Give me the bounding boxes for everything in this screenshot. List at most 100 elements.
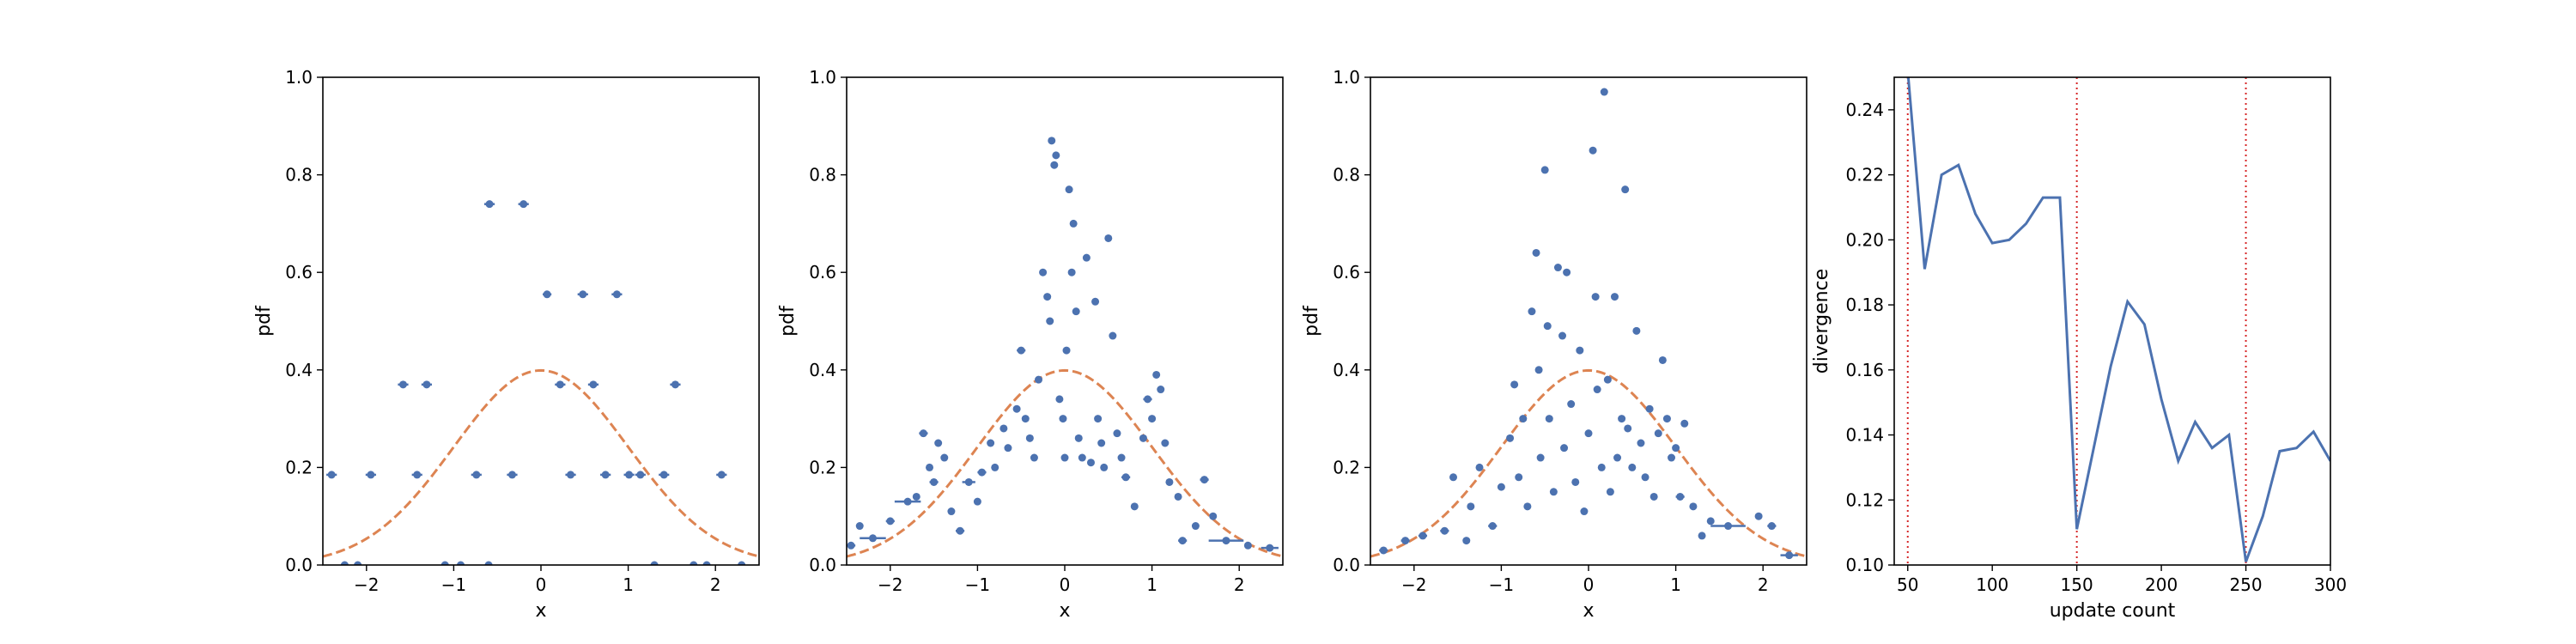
data-point bbox=[484, 561, 493, 565]
data-point bbox=[543, 290, 552, 299]
data-point bbox=[738, 561, 746, 565]
point-marker bbox=[1059, 415, 1067, 423]
point-marker bbox=[1534, 366, 1543, 374]
point-marker bbox=[340, 561, 349, 565]
data-point bbox=[1059, 415, 1067, 423]
data-point bbox=[1767, 522, 1777, 531]
point-marker bbox=[484, 561, 493, 565]
point-marker bbox=[1065, 185, 1073, 194]
point-marker bbox=[1191, 522, 1200, 531]
data-point bbox=[326, 471, 337, 479]
point-marker bbox=[1532, 248, 1540, 257]
data-point bbox=[635, 471, 646, 479]
point-marker bbox=[947, 507, 956, 516]
x-tick-label: −1 bbox=[965, 574, 990, 595]
point-marker bbox=[1178, 537, 1187, 545]
data-point bbox=[1078, 453, 1086, 462]
data-point bbox=[1662, 415, 1671, 423]
point-marker bbox=[1017, 346, 1025, 355]
point-marker bbox=[485, 200, 494, 209]
data-point bbox=[1072, 307, 1080, 316]
point-marker bbox=[1589, 146, 1597, 155]
data-point bbox=[1628, 463, 1637, 471]
data-point bbox=[1780, 551, 1798, 560]
point-marker bbox=[1209, 512, 1218, 520]
point-marker bbox=[1754, 512, 1763, 520]
data-point bbox=[483, 200, 495, 209]
point-marker bbox=[1174, 492, 1182, 501]
point-marker bbox=[1072, 307, 1080, 316]
point-marker bbox=[1048, 137, 1056, 145]
data-point bbox=[507, 471, 518, 479]
data-point bbox=[1074, 434, 1083, 442]
point-marker bbox=[1401, 537, 1410, 545]
y-tick-label: 0.2 bbox=[285, 457, 313, 477]
point-marker bbox=[1462, 537, 1471, 545]
point-marker bbox=[930, 477, 939, 486]
data-point bbox=[1418, 532, 1428, 540]
data-point bbox=[1576, 346, 1584, 355]
data-point bbox=[934, 439, 943, 447]
data-point bbox=[1052, 151, 1060, 160]
point-marker bbox=[1097, 439, 1106, 447]
data-point bbox=[1689, 502, 1698, 511]
plot-area bbox=[1906, 77, 2330, 565]
data-point bbox=[1060, 453, 1069, 462]
point-marker bbox=[1600, 88, 1608, 96]
point-marker bbox=[1549, 488, 1558, 496]
point-marker bbox=[1060, 453, 1069, 462]
data-point bbox=[1506, 434, 1515, 442]
point-marker bbox=[1528, 307, 1536, 316]
point-marker bbox=[903, 497, 912, 506]
point-marker bbox=[1672, 444, 1680, 453]
point-marker bbox=[1698, 532, 1706, 540]
subplot-1: −2 −1 0 1 2 0.0 0.2 0.4 0.6 0.8 1.0 x pdf bbox=[253, 67, 760, 622]
point-marker bbox=[987, 439, 995, 447]
point-marker bbox=[940, 453, 949, 462]
point-marker bbox=[1121, 473, 1130, 482]
point-marker bbox=[1467, 502, 1475, 511]
point-marker bbox=[1560, 444, 1569, 453]
point-marker bbox=[1074, 434, 1083, 442]
point-marker bbox=[1157, 386, 1165, 394]
data-point bbox=[1545, 415, 1553, 423]
point-marker bbox=[1641, 473, 1649, 482]
data-point bbox=[1030, 453, 1038, 462]
data-point bbox=[1097, 439, 1106, 447]
data-point bbox=[1658, 355, 1667, 364]
axes-frame bbox=[322, 76, 760, 566]
point-marker bbox=[1606, 488, 1614, 496]
point-marker bbox=[1440, 526, 1449, 535]
data-point bbox=[1515, 473, 1523, 482]
y-axis-label: pdf bbox=[1301, 305, 1322, 337]
point-marker bbox=[1035, 375, 1043, 384]
data-point bbox=[1613, 453, 1622, 462]
x-tick-label: 1 bbox=[1670, 574, 1681, 595]
point-marker bbox=[1021, 415, 1030, 423]
point-marker bbox=[717, 471, 726, 479]
data-point bbox=[1069, 219, 1078, 228]
data-point bbox=[354, 561, 362, 565]
data-point bbox=[860, 534, 886, 543]
y-tick-label: 1.0 bbox=[1333, 67, 1360, 88]
data-point bbox=[1571, 477, 1580, 486]
data-point bbox=[919, 429, 928, 438]
data-point bbox=[1148, 415, 1157, 423]
data-point bbox=[1543, 322, 1552, 331]
data-point bbox=[1591, 293, 1600, 301]
point-marker bbox=[912, 492, 920, 501]
point-marker bbox=[567, 471, 575, 479]
data-point bbox=[1610, 293, 1619, 301]
point-marker bbox=[1069, 219, 1078, 228]
data-point bbox=[623, 471, 635, 479]
data-point bbox=[1618, 415, 1626, 423]
data-point bbox=[1113, 429, 1121, 438]
data-point bbox=[1510, 380, 1519, 389]
data-point bbox=[855, 522, 864, 531]
point-marker bbox=[1086, 459, 1095, 467]
data-point bbox=[340, 561, 349, 565]
point-marker bbox=[1243, 541, 1252, 550]
y-tick-label: 0.2 bbox=[1333, 457, 1360, 477]
data-point bbox=[1606, 488, 1614, 496]
point-marker bbox=[327, 471, 336, 479]
